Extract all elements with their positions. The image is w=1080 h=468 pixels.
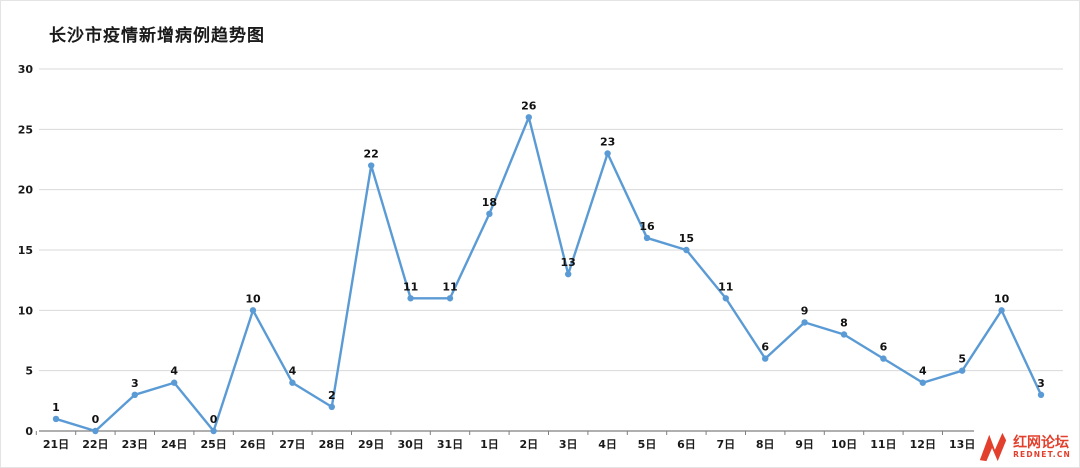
y-tick-label: 20 (18, 184, 34, 197)
data-point-marker (762, 355, 769, 362)
data-point-marker (880, 355, 887, 362)
y-tick-label: 30 (18, 63, 34, 76)
watermark-domain: REDNET.CN (1013, 449, 1071, 459)
data-point-label: 3 (131, 377, 139, 390)
x-tick-label: 10日 (831, 438, 857, 451)
x-tick-label: 26日 (240, 438, 266, 451)
data-point-label: 16 (639, 220, 655, 233)
data-point-label: 3 (1037, 377, 1045, 390)
data-point-marker (998, 307, 1005, 314)
chart-title: 长沙市疫情新增病例趋势图 (49, 26, 265, 46)
data-point-marker (249, 307, 257, 314)
x-tick-label: 25日 (200, 438, 226, 451)
y-tick-label: 10 (18, 304, 34, 317)
data-point-label: 10 (994, 292, 1010, 305)
data-point-marker (171, 379, 178, 386)
data-point-label: 11 (718, 280, 733, 293)
x-tick-label: 23日 (122, 438, 148, 451)
data-point-label: 18 (482, 196, 497, 209)
rednet-logo-icon (979, 432, 1007, 462)
data-point-marker (722, 295, 729, 302)
data-point-label: 1 (52, 401, 60, 414)
data-point-label: 15 (679, 232, 694, 245)
data-point-label: 5 (958, 353, 966, 366)
data-point-label: 2 (328, 389, 336, 402)
data-point-marker (643, 234, 651, 242)
data-point-label: 4 (289, 365, 297, 378)
watermark-forum-name: 红网论坛 (1013, 434, 1070, 451)
x-tick-label: 1日 (480, 438, 499, 451)
y-tick-label: 0 (25, 425, 33, 438)
y-tick-label: 15 (18, 244, 33, 257)
x-tick-label: 31日 (437, 438, 463, 451)
data-point-marker (368, 162, 375, 169)
data-point-label: 0 (92, 413, 100, 426)
y-tick-label: 5 (25, 365, 33, 378)
x-tick-label: 22日 (82, 438, 108, 451)
x-tick-label: 27日 (279, 438, 305, 451)
data-point-label: 4 (170, 365, 178, 378)
x-tick-label: 13日 (949, 438, 975, 451)
data-point-marker (801, 319, 808, 326)
data-point-label: 8 (840, 316, 848, 329)
data-point-marker (486, 210, 493, 217)
x-tick-label: 11日 (870, 438, 896, 451)
data-point-label: 6 (761, 341, 769, 354)
y-tick-label: 25 (18, 123, 33, 136)
data-point-marker (565, 270, 572, 278)
data-point-label: 26 (521, 99, 537, 112)
data-point-marker (959, 367, 966, 374)
data-point-marker (446, 295, 454, 302)
data-point-marker (289, 379, 296, 386)
data-point-label: 22 (364, 148, 379, 161)
x-tick-label: 30日 (397, 438, 423, 451)
data-point-marker (52, 415, 60, 423)
data-point-marker (525, 114, 532, 121)
data-point-marker (683, 246, 690, 254)
x-tick-label: 24日 (161, 438, 187, 451)
data-point-marker (131, 391, 138, 398)
rednet-watermark: 红网论坛 REDNET.CN (974, 429, 1076, 465)
data-point-marker (328, 403, 335, 411)
series-line (54, 116, 1043, 433)
data-point-marker (210, 427, 217, 435)
x-tick-label: 21日 (43, 438, 69, 451)
x-tick-label: 8日 (756, 438, 775, 451)
data-point-label: 0 (210, 413, 218, 426)
x-tick-label: 28日 (319, 438, 345, 451)
data-point-label: 11 (442, 280, 457, 293)
x-tick-label: 29日 (358, 438, 384, 451)
x-tick-label: 5日 (638, 438, 657, 451)
data-point-label: 13 (561, 256, 576, 269)
data-point-label: 6 (880, 341, 888, 354)
x-tick-label: 2日 (519, 438, 538, 451)
data-point-marker (919, 379, 926, 386)
x-tick-label: 4日 (598, 438, 617, 451)
data-point-label: 9 (801, 304, 809, 317)
data-point-marker (407, 295, 414, 302)
data-point-marker (92, 427, 99, 435)
x-tick-label: 6日 (677, 438, 696, 451)
data-point-label: 23 (600, 135, 615, 148)
data-point-marker (840, 331, 848, 338)
data-point-marker (1037, 391, 1045, 398)
data-point-label: 4 (919, 365, 927, 378)
x-tick-label: 12日 (910, 438, 936, 451)
data-point-marker (604, 150, 611, 157)
x-tick-label: 7日 (716, 438, 735, 451)
data-point-label: 10 (245, 292, 261, 305)
data-point-label: 11 (403, 280, 418, 293)
x-tick-label: 3日 (559, 438, 578, 451)
x-tick-label: 9日 (795, 438, 814, 451)
